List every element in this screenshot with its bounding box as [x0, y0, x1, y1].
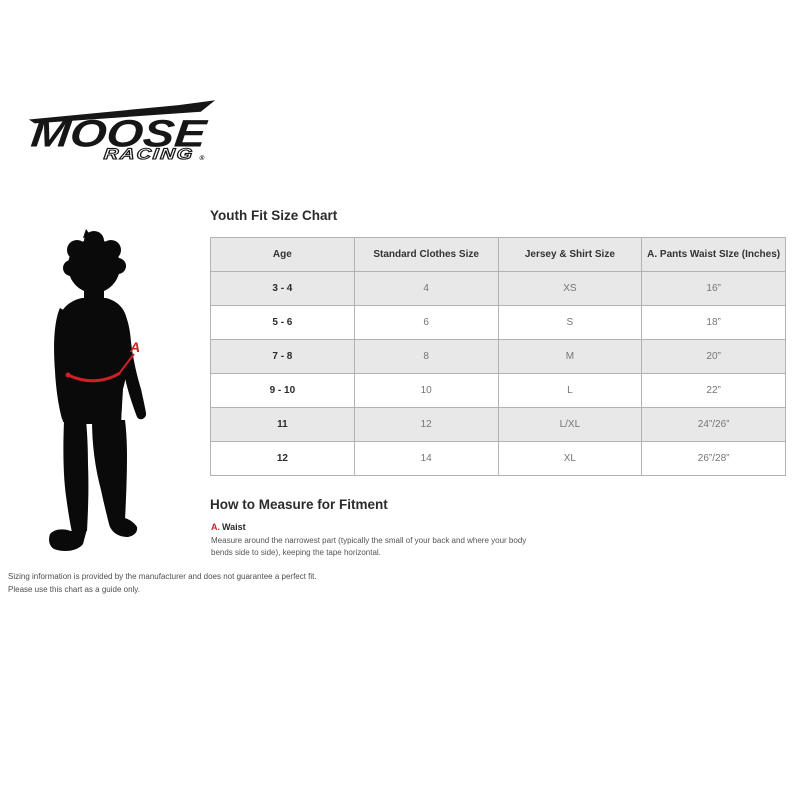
cell-waist-size: 22” — [641, 373, 786, 408]
size-chart-table: Age Standard Clothes Size Jersey & Shirt… — [210, 237, 786, 476]
cell-clothes-size: 4 — [353, 271, 499, 306]
cell-clothes-size: 10 — [353, 373, 499, 408]
measure-label: A. Waist — [211, 522, 786, 532]
cell-age: 5 - 6 — [210, 305, 355, 340]
waist-measure-marker: A — [65, 339, 140, 383]
cell-waist-size: 24”/26” — [641, 407, 786, 442]
table-row: 3 - 4 4 XS 16” — [210, 271, 786, 306]
column-header-age: Age — [210, 237, 355, 272]
column-header-jersey-size: Jersey & Shirt Size — [497, 237, 643, 272]
cell-jersey-size: S — [497, 305, 643, 340]
measure-label-text: Waist — [222, 522, 246, 532]
measure-item-waist: A. Waist Measure around the narrowest par… — [210, 522, 786, 558]
child-silhouette: A — [49, 229, 147, 552]
size-chart-title: Youth Fit Size Chart — [210, 208, 338, 223]
cell-jersey-size: L/XL — [497, 407, 643, 442]
cell-jersey-size: L — [497, 373, 643, 408]
cell-clothes-size: 8 — [353, 339, 499, 374]
disclaimer-line-2: Please use this chart as a guide only. — [8, 584, 140, 594]
cell-age: 12 — [210, 441, 355, 476]
cell-clothes-size: 6 — [353, 305, 499, 340]
cell-waist-size: 16” — [641, 271, 786, 306]
cell-jersey-size: M — [497, 339, 643, 374]
cell-clothes-size: 12 — [353, 407, 499, 442]
cell-age: 9 - 10 — [210, 373, 355, 408]
logo-sub-text: RACING — [103, 146, 195, 162]
main-content: Youth Fit Size Chart Age Standard Clothe… — [210, 208, 786, 558]
column-header-clothes-size: Standard Clothes Size — [353, 237, 499, 272]
table-row: 11 12 L/XL 24”/26” — [210, 407, 786, 442]
cell-waist-size: 26”/28” — [641, 441, 786, 476]
table-row: 12 14 XL 26”/28” — [210, 441, 786, 476]
table-row: 9 - 10 10 L 22” — [210, 373, 786, 408]
moose-racing-logo: MOOSE RACING ® — [28, 100, 216, 162]
cell-age: 11 — [210, 407, 355, 442]
measure-description: Measure around the narrowest part (typic… — [211, 536, 527, 557]
silhouette-body — [49, 229, 147, 552]
cell-age: 3 - 4 — [210, 271, 355, 306]
table-row: 7 - 8 8 M 20” — [210, 339, 786, 374]
table-row: 5 - 6 6 S 18” — [210, 305, 786, 340]
header-row: Age Standard Clothes Size Jersey & Shirt… — [210, 237, 786, 272]
logo-registered-mark: ® — [199, 154, 205, 162]
cell-age: 7 - 8 — [210, 339, 355, 374]
disclaimer: Sizing information is provided by the ma… — [8, 571, 317, 597]
logo-swoosh — [28, 100, 216, 124]
waist-label-a: A — [129, 339, 140, 355]
disclaimer-line-1: Sizing information is provided by the ma… — [8, 572, 317, 581]
column-header-waist-size: A. Pants Waist SIze (Inches) — [641, 237, 786, 272]
logo-brand-text: MOOSE — [29, 112, 210, 155]
cell-waist-size: 20” — [641, 339, 786, 374]
cell-jersey-size: XS — [497, 271, 643, 306]
measure-section-title: How to Measure for Fitment — [210, 497, 388, 512]
measure-key-a: A. — [211, 522, 220, 532]
cell-jersey-size: XL — [497, 441, 643, 476]
cell-waist-size: 18” — [641, 305, 786, 340]
cell-clothes-size: 14 — [353, 441, 499, 476]
